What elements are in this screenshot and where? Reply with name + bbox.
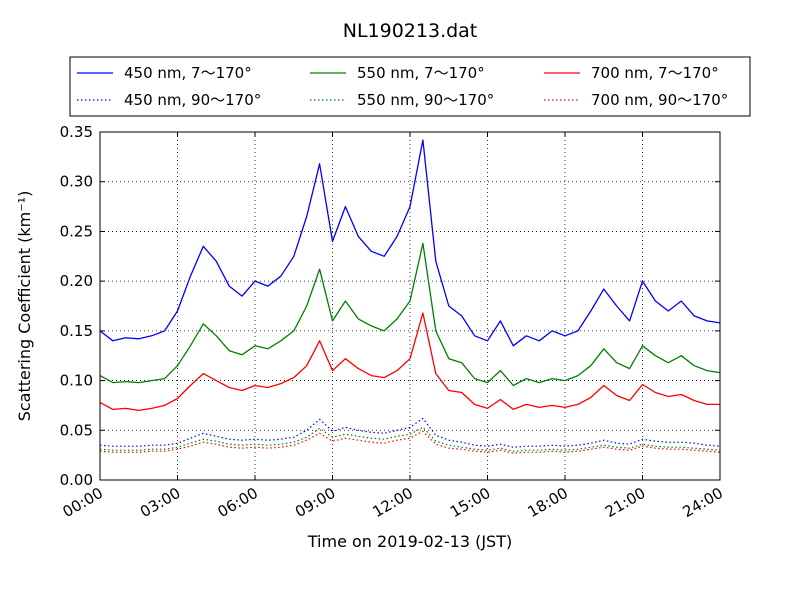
legend: 450 nm, 7～170° 550 nm, 7～170° 700 nm, 7～17… (69, 56, 751, 117)
series-line (99, 426, 721, 452)
chart-title: NL190213.dat (343, 20, 478, 42)
legend-label: 700 nm, 90～170° (591, 91, 728, 109)
y-axis-label: Scattering Coefficient (km⁻¹) (15, 191, 34, 422)
series-group (99, 139, 721, 454)
legend-label: 550 nm, 7～170° (357, 64, 485, 82)
x-axis-label: Time on 2019-02-13 (JST) (307, 532, 512, 551)
legend-frame (69, 56, 751, 117)
y-tick-label: 0.05 (60, 421, 93, 439)
legend-label: 700 nm, 7～170° (591, 64, 719, 82)
y-tick-label: 0.15 (60, 322, 93, 340)
legend-items: 450 nm, 7～170° 550 nm, 7～170° 700 nm, 7～17… (77, 64, 728, 109)
series-line (99, 430, 721, 454)
y-axis-ticks: 0.00 0.05 0.10 0.15 0.20 0.25 0.30 0.35 (60, 123, 720, 489)
series-line (99, 242, 721, 387)
grid (100, 132, 720, 480)
y-tick-label: 0.25 (60, 222, 93, 240)
y-tick-label: 0.00 (60, 471, 93, 489)
series-line (99, 312, 720, 412)
y-tick-label: 0.20 (60, 272, 93, 290)
y-tick-label: 0.35 (60, 123, 93, 141)
series-line (99, 139, 721, 347)
legend-label: 450 nm, 7～170° (124, 64, 252, 82)
y-tick-label: 0.30 (60, 173, 93, 191)
legend-label: 450 nm, 90～170° (124, 91, 261, 109)
series-line (99, 417, 721, 448)
legend-label: 550 nm, 90～170° (357, 91, 494, 109)
y-tick-label: 0.10 (60, 372, 93, 390)
